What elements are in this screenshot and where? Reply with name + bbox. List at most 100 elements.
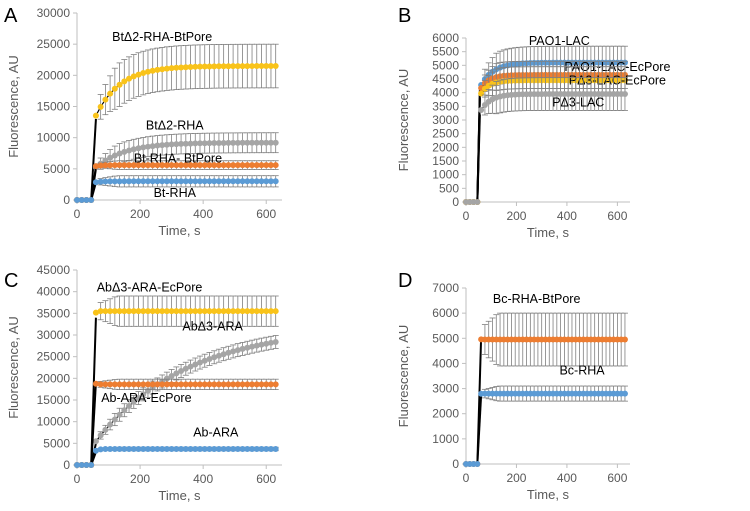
y-tick-label: 40000 <box>37 285 71 299</box>
panel-C: C050001000015000200002500030000350004000… <box>4 263 282 503</box>
series-label: Bt-RHA- BtPore <box>134 152 222 166</box>
y-axis-title: Fluorescence, AU <box>6 316 21 419</box>
y-tick-label: 4000 <box>432 86 459 100</box>
y-tick-label: 5000 <box>432 58 459 72</box>
y-tick-label: 4000 <box>432 356 459 370</box>
data-point <box>98 104 104 110</box>
series-label: AbΔ3-ARA-EcPore <box>97 281 203 295</box>
y-axis-title: Fluorescence, AU <box>396 325 411 428</box>
data-point <box>93 113 99 119</box>
data-point <box>98 432 104 438</box>
x-tick-label: 600 <box>607 209 627 223</box>
panel-A: A 0 5000 10000 15000 20000 25000 30000 0 200 400 60… <box>4 5 282 238</box>
y-tick-label: 10000 <box>37 415 71 429</box>
y-tick-label: 1000 <box>432 432 459 446</box>
data-point <box>107 91 113 97</box>
data-point <box>102 97 108 103</box>
y-tick-label: 2500 <box>432 127 459 141</box>
series-label: BtΔ2-RHA-BtPore <box>112 30 212 44</box>
data-point <box>273 178 279 184</box>
y-tick-label: 6000 <box>432 306 459 320</box>
data-point <box>478 91 484 97</box>
y-tick-label: 1000 <box>432 168 459 182</box>
y-tick-label: 5000 <box>43 436 70 450</box>
data-point <box>273 308 279 314</box>
panel-B: B 050010001500200025003000350040004500500… <box>396 5 670 240</box>
panel-label: B <box>398 5 411 27</box>
y-tick-label: 0 <box>452 457 459 471</box>
series-label: Bc-RHA-BtPore <box>493 292 581 306</box>
y-tick-label: 25000 <box>37 37 71 51</box>
series-label: PAO1-LAC <box>529 34 590 48</box>
series-4: Bt-RHA <box>74 176 279 203</box>
y-tick-label: 15000 <box>37 100 71 114</box>
data-point <box>622 91 628 97</box>
data-point <box>478 107 484 113</box>
y-tick-label: 5000 <box>43 162 70 176</box>
x-tick-label: 600 <box>256 207 276 221</box>
x-tick-label: 200 <box>130 472 150 486</box>
data-point <box>88 462 94 468</box>
y-tick-label: 2000 <box>432 140 459 154</box>
x-axis-title: Time, s <box>527 487 570 502</box>
y-tick-label: 30000 <box>37 6 71 20</box>
y-tick-label: 7000 <box>432 281 459 295</box>
data-point <box>121 407 127 413</box>
y-tick-label: 15000 <box>37 393 71 407</box>
x-tick-label: 0 <box>74 472 81 486</box>
y-tick-label: 6000 <box>432 31 459 45</box>
data-point <box>622 391 628 397</box>
x-tick-label: 0 <box>463 471 470 485</box>
series-label: Ab-ARA <box>193 425 239 439</box>
y-tick-label: 3000 <box>432 113 459 127</box>
y-tick-label: 3500 <box>432 99 459 113</box>
series-label: BtΔ2-RHA <box>146 119 204 133</box>
x-tick-label: 400 <box>193 472 213 486</box>
y-tick-label: 5000 <box>432 331 459 345</box>
rise-line <box>477 115 480 202</box>
y-tick-label: 25000 <box>37 350 71 364</box>
x-tick-label: 0 <box>74 207 81 221</box>
data-point <box>102 427 108 433</box>
y-tick-label: 45000 <box>37 263 71 277</box>
x-axis-title: Time, s <box>527 225 570 240</box>
x-tick-label: 200 <box>130 207 150 221</box>
y-tick-label: 0 <box>63 193 70 207</box>
data-point <box>273 162 279 168</box>
y-tick-label: 10000 <box>37 131 71 145</box>
x-axis-title: Time, s <box>158 223 201 238</box>
x-tick-label: 600 <box>607 471 627 485</box>
x-axis-title: Time, s <box>158 488 201 503</box>
y-tick-label: 20000 <box>37 371 71 385</box>
x-tick-label: 200 <box>506 471 526 485</box>
y-tick-label: 1500 <box>432 154 459 168</box>
y-tick-label: 500 <box>439 181 459 195</box>
y-tick-label: 3000 <box>432 382 459 396</box>
panel-label: C <box>4 270 18 292</box>
data-point <box>622 337 628 343</box>
series-label: PΔ3-LAC <box>552 95 604 109</box>
data-point <box>474 461 480 467</box>
x-tick-label: 400 <box>193 207 213 221</box>
data-point <box>93 438 99 444</box>
series-label: Bt-RHA <box>154 186 197 200</box>
x-tick-label: 400 <box>557 471 577 485</box>
series-2: Bc-RHA <box>463 364 628 467</box>
x-tick-label: 200 <box>506 209 526 223</box>
y-tick-label: 35000 <box>37 306 71 320</box>
x-tick-label: 600 <box>256 472 276 486</box>
y-axis-title: Fluorescence, AU <box>396 69 411 172</box>
y-tick-label: 20000 <box>37 68 71 82</box>
data-point <box>88 197 94 203</box>
x-tick-label: 400 <box>557 209 577 223</box>
panel-label: A <box>4 5 18 27</box>
data-point <box>474 199 480 205</box>
data-point <box>273 140 279 146</box>
y-tick-label: 0 <box>452 195 459 209</box>
series-label: Ab-ARA-EcPore <box>101 391 191 405</box>
series-3: Ab-ARA-EcPore <box>74 379 279 468</box>
y-tick-label: 4500 <box>432 72 459 86</box>
